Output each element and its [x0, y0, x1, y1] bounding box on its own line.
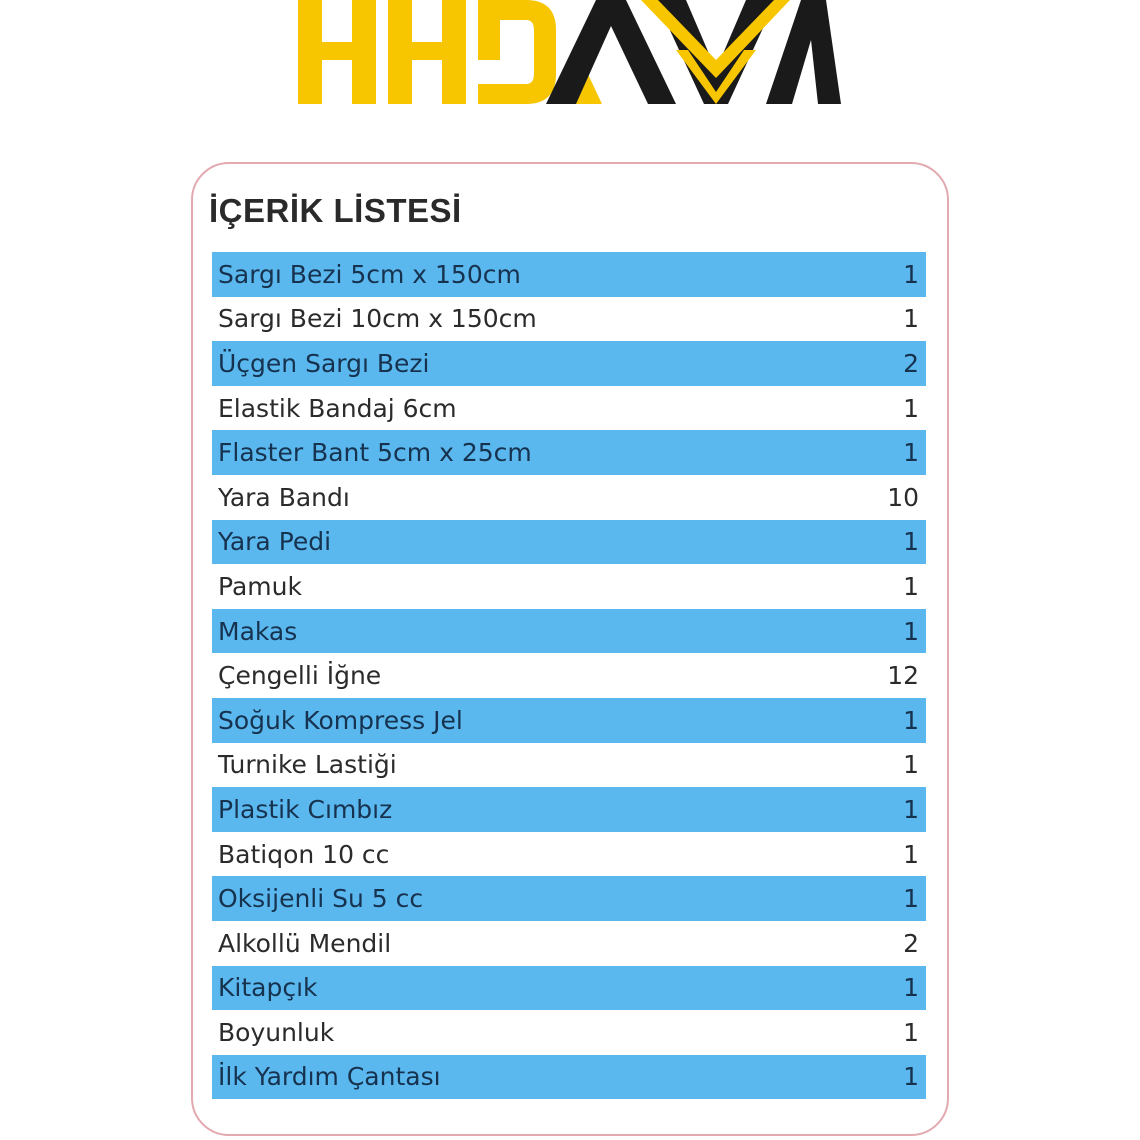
item-name: Flaster Bant 5cm x 25cm	[218, 438, 532, 468]
item-name: Elastik Bandaj 6cm	[218, 393, 457, 423]
item-name: Makas	[218, 616, 298, 646]
item-quantity: 1	[903, 1017, 919, 1047]
list-item: Pamuk 1	[212, 564, 926, 609]
list-item: Üçgen Sargı Bezi 2	[212, 341, 926, 386]
item-quantity: 1	[903, 259, 919, 289]
item-quantity: 1	[903, 839, 919, 869]
item-quantity: 12	[887, 661, 919, 691]
item-quantity: 1	[903, 616, 919, 646]
page-title: İÇERİK LİSTESİ	[209, 192, 462, 229]
item-name: Sargı Bezi 10cm x 150cm	[218, 304, 537, 334]
item-quantity: 1	[903, 973, 919, 1003]
list-item: Kitapçık 1	[212, 965, 926, 1011]
content-list: Sargı Bezi 5cm x 150cm 1 Sargı Bezi 10cm x…	[212, 252, 926, 1100]
item-quantity: 1	[903, 527, 919, 557]
list-item: İlk Yardım Çantası 1	[212, 1054, 926, 1100]
list-item: Alkollü Mendil 2	[212, 921, 926, 966]
list-item: Yara Bandı 10	[212, 475, 926, 520]
item-quantity: 1	[903, 750, 919, 780]
item-quantity: 1	[903, 571, 919, 601]
list-item: Sargı Bezi 5cm x 150cm 1	[212, 252, 926, 297]
item-name: Üçgen Sargı Bezi	[218, 348, 430, 378]
list-item: Plastik Cımbız 1	[212, 787, 926, 832]
item-name: Pamuk	[218, 571, 302, 601]
item-name: Oksijenli Su 5 cc	[218, 884, 424, 914]
item-name: Plastik Cımbız	[218, 794, 393, 824]
list-item: Turnike Lastiği 1	[212, 743, 926, 788]
item-name: Boyunluk	[218, 1017, 335, 1047]
item-quantity: 2	[903, 928, 919, 958]
item-quantity: 1	[903, 705, 919, 735]
item-name: Batiqon 10 cc	[218, 839, 390, 869]
item-quantity: 1	[903, 1062, 919, 1092]
list-item: Çengelli İğne 12	[212, 653, 926, 698]
item-name: Kitapçık	[218, 973, 318, 1003]
item-name: Yara Pedi	[218, 527, 332, 557]
item-name: Soğuk Kompress Jel	[218, 705, 463, 735]
item-name: İlk Yardım Çantası	[218, 1062, 441, 1092]
list-item: Makas 1	[212, 608, 926, 654]
list-item: Soğuk Kompress Jel 1	[212, 697, 926, 743]
list-item: Elastik Bandaj 6cm 1	[212, 386, 926, 431]
list-item: Batiqon 10 cc 1	[212, 832, 926, 877]
item-quantity: 1	[903, 794, 919, 824]
item-name: Turnike Lastiği	[218, 750, 397, 780]
item-quantity: 1	[903, 393, 919, 423]
item-quantity: 1	[903, 304, 919, 334]
item-name: Alkollü Mendil	[218, 928, 392, 958]
item-name: Sargı Bezi 5cm x 150cm	[218, 259, 521, 289]
list-item: Oksijenli Su 5 cc 1	[212, 876, 926, 921]
list-item: Sargı Bezi 10cm x 150cm 1	[212, 297, 926, 342]
brand-logo	[298, 0, 841, 104]
item-name: Çengelli İğne	[218, 661, 382, 691]
list-item: Yara Pedi 1	[212, 519, 926, 565]
item-name: Yara Bandı	[218, 482, 350, 512]
item-quantity: 1	[903, 884, 919, 914]
item-quantity: 2	[903, 348, 919, 378]
list-item: Boyunluk 1	[212, 1010, 926, 1055]
list-item: Flaster Bant 5cm x 25cm 1	[212, 430, 926, 475]
item-quantity: 1	[903, 438, 919, 468]
item-quantity: 10	[887, 482, 919, 512]
